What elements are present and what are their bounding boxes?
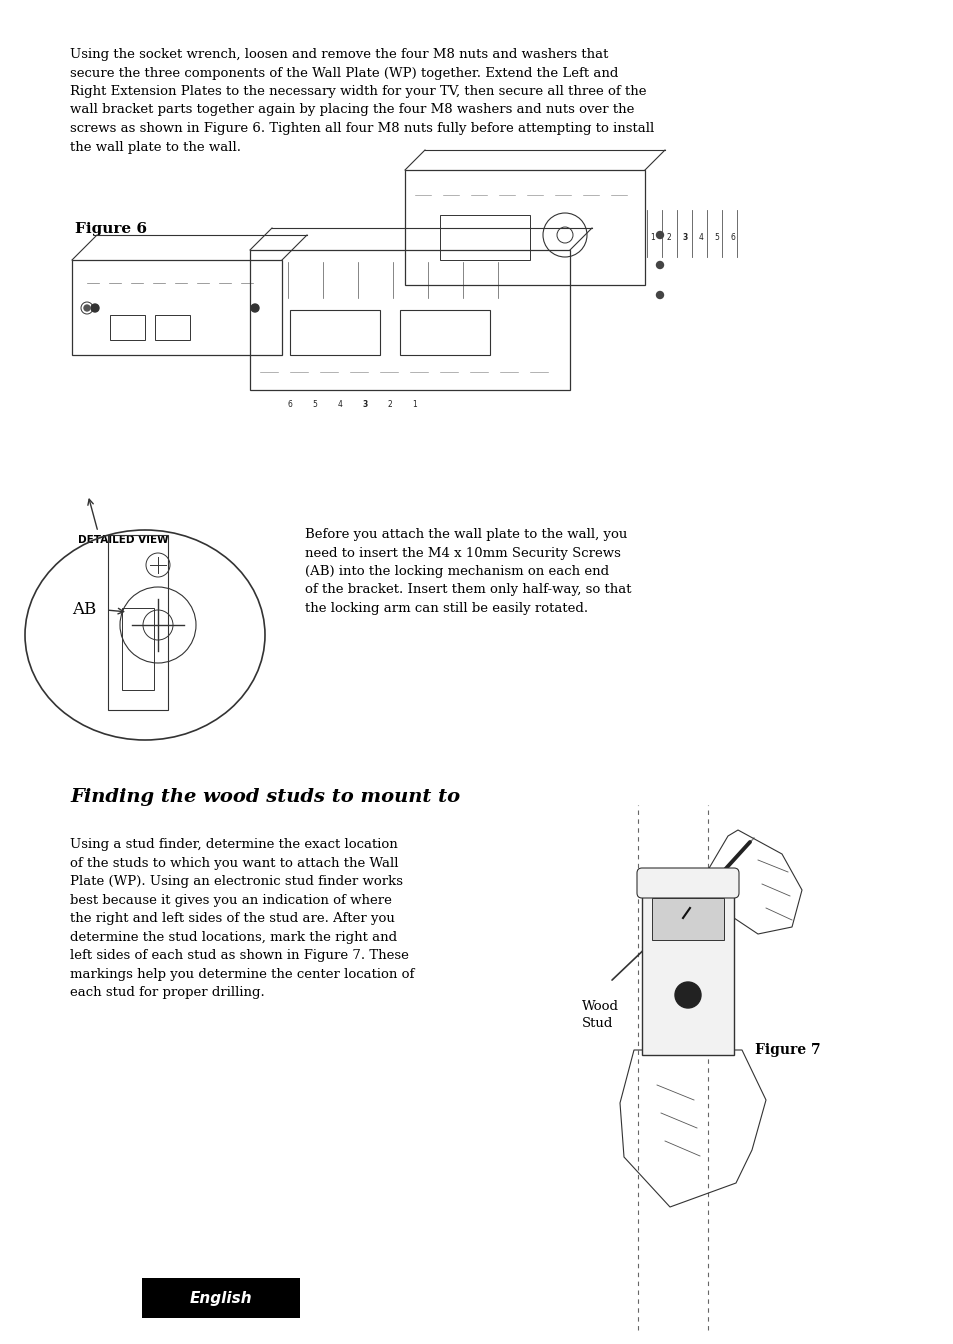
Text: 6: 6 [730, 233, 735, 242]
Text: Finding the wood studs to mount to: Finding the wood studs to mount to [70, 788, 459, 806]
Circle shape [84, 305, 90, 310]
Bar [142, 1278, 299, 1318]
Text: 2: 2 [387, 401, 392, 409]
Text: 1: 1 [650, 233, 655, 242]
Bar [154, 314, 190, 340]
Bar [122, 607, 153, 689]
Text: DETAILED VIEW: DETAILED VIEW [78, 535, 169, 546]
Text: AB: AB [71, 602, 96, 618]
Bar [405, 169, 644, 285]
Bar [71, 259, 282, 355]
Bar [651, 898, 723, 939]
Bar [439, 215, 530, 259]
Circle shape [656, 292, 662, 298]
Text: 3: 3 [362, 401, 367, 409]
Circle shape [656, 262, 662, 269]
Circle shape [656, 231, 662, 238]
Text: 3: 3 [681, 233, 687, 242]
Bar [108, 535, 168, 710]
Bar [399, 310, 490, 355]
Bar [290, 310, 379, 355]
Bar [641, 883, 733, 1055]
Text: 5: 5 [714, 233, 719, 242]
Circle shape [251, 304, 258, 312]
Text: Using the socket wrench, loosen and remove the four M8 nuts and washers that
sec: Using the socket wrench, loosen and remo… [70, 48, 654, 153]
Text: Before you attach the wall plate to the wall, you
need to insert the M4 x 10mm S: Before you attach the wall plate to the … [305, 528, 631, 616]
Circle shape [675, 982, 700, 1008]
Text: English: English [190, 1290, 252, 1305]
Text: 2: 2 [666, 233, 671, 242]
Circle shape [91, 304, 99, 312]
Text: 6: 6 [287, 401, 293, 409]
Text: 5: 5 [313, 401, 317, 409]
Text: Wood
Stud: Wood Stud [581, 1000, 618, 1030]
Text: Figure 6: Figure 6 [75, 222, 147, 237]
Text: 4: 4 [698, 233, 702, 242]
Text: Figure 7: Figure 7 [754, 1043, 820, 1056]
Text: 1: 1 [413, 401, 417, 409]
Bar [250, 250, 569, 390]
Text: 4: 4 [337, 401, 342, 409]
Bar [110, 314, 145, 340]
FancyBboxPatch shape [637, 868, 739, 898]
Text: Using a stud finder, determine the exact location
of the studs to which you want: Using a stud finder, determine the exact… [70, 839, 414, 999]
